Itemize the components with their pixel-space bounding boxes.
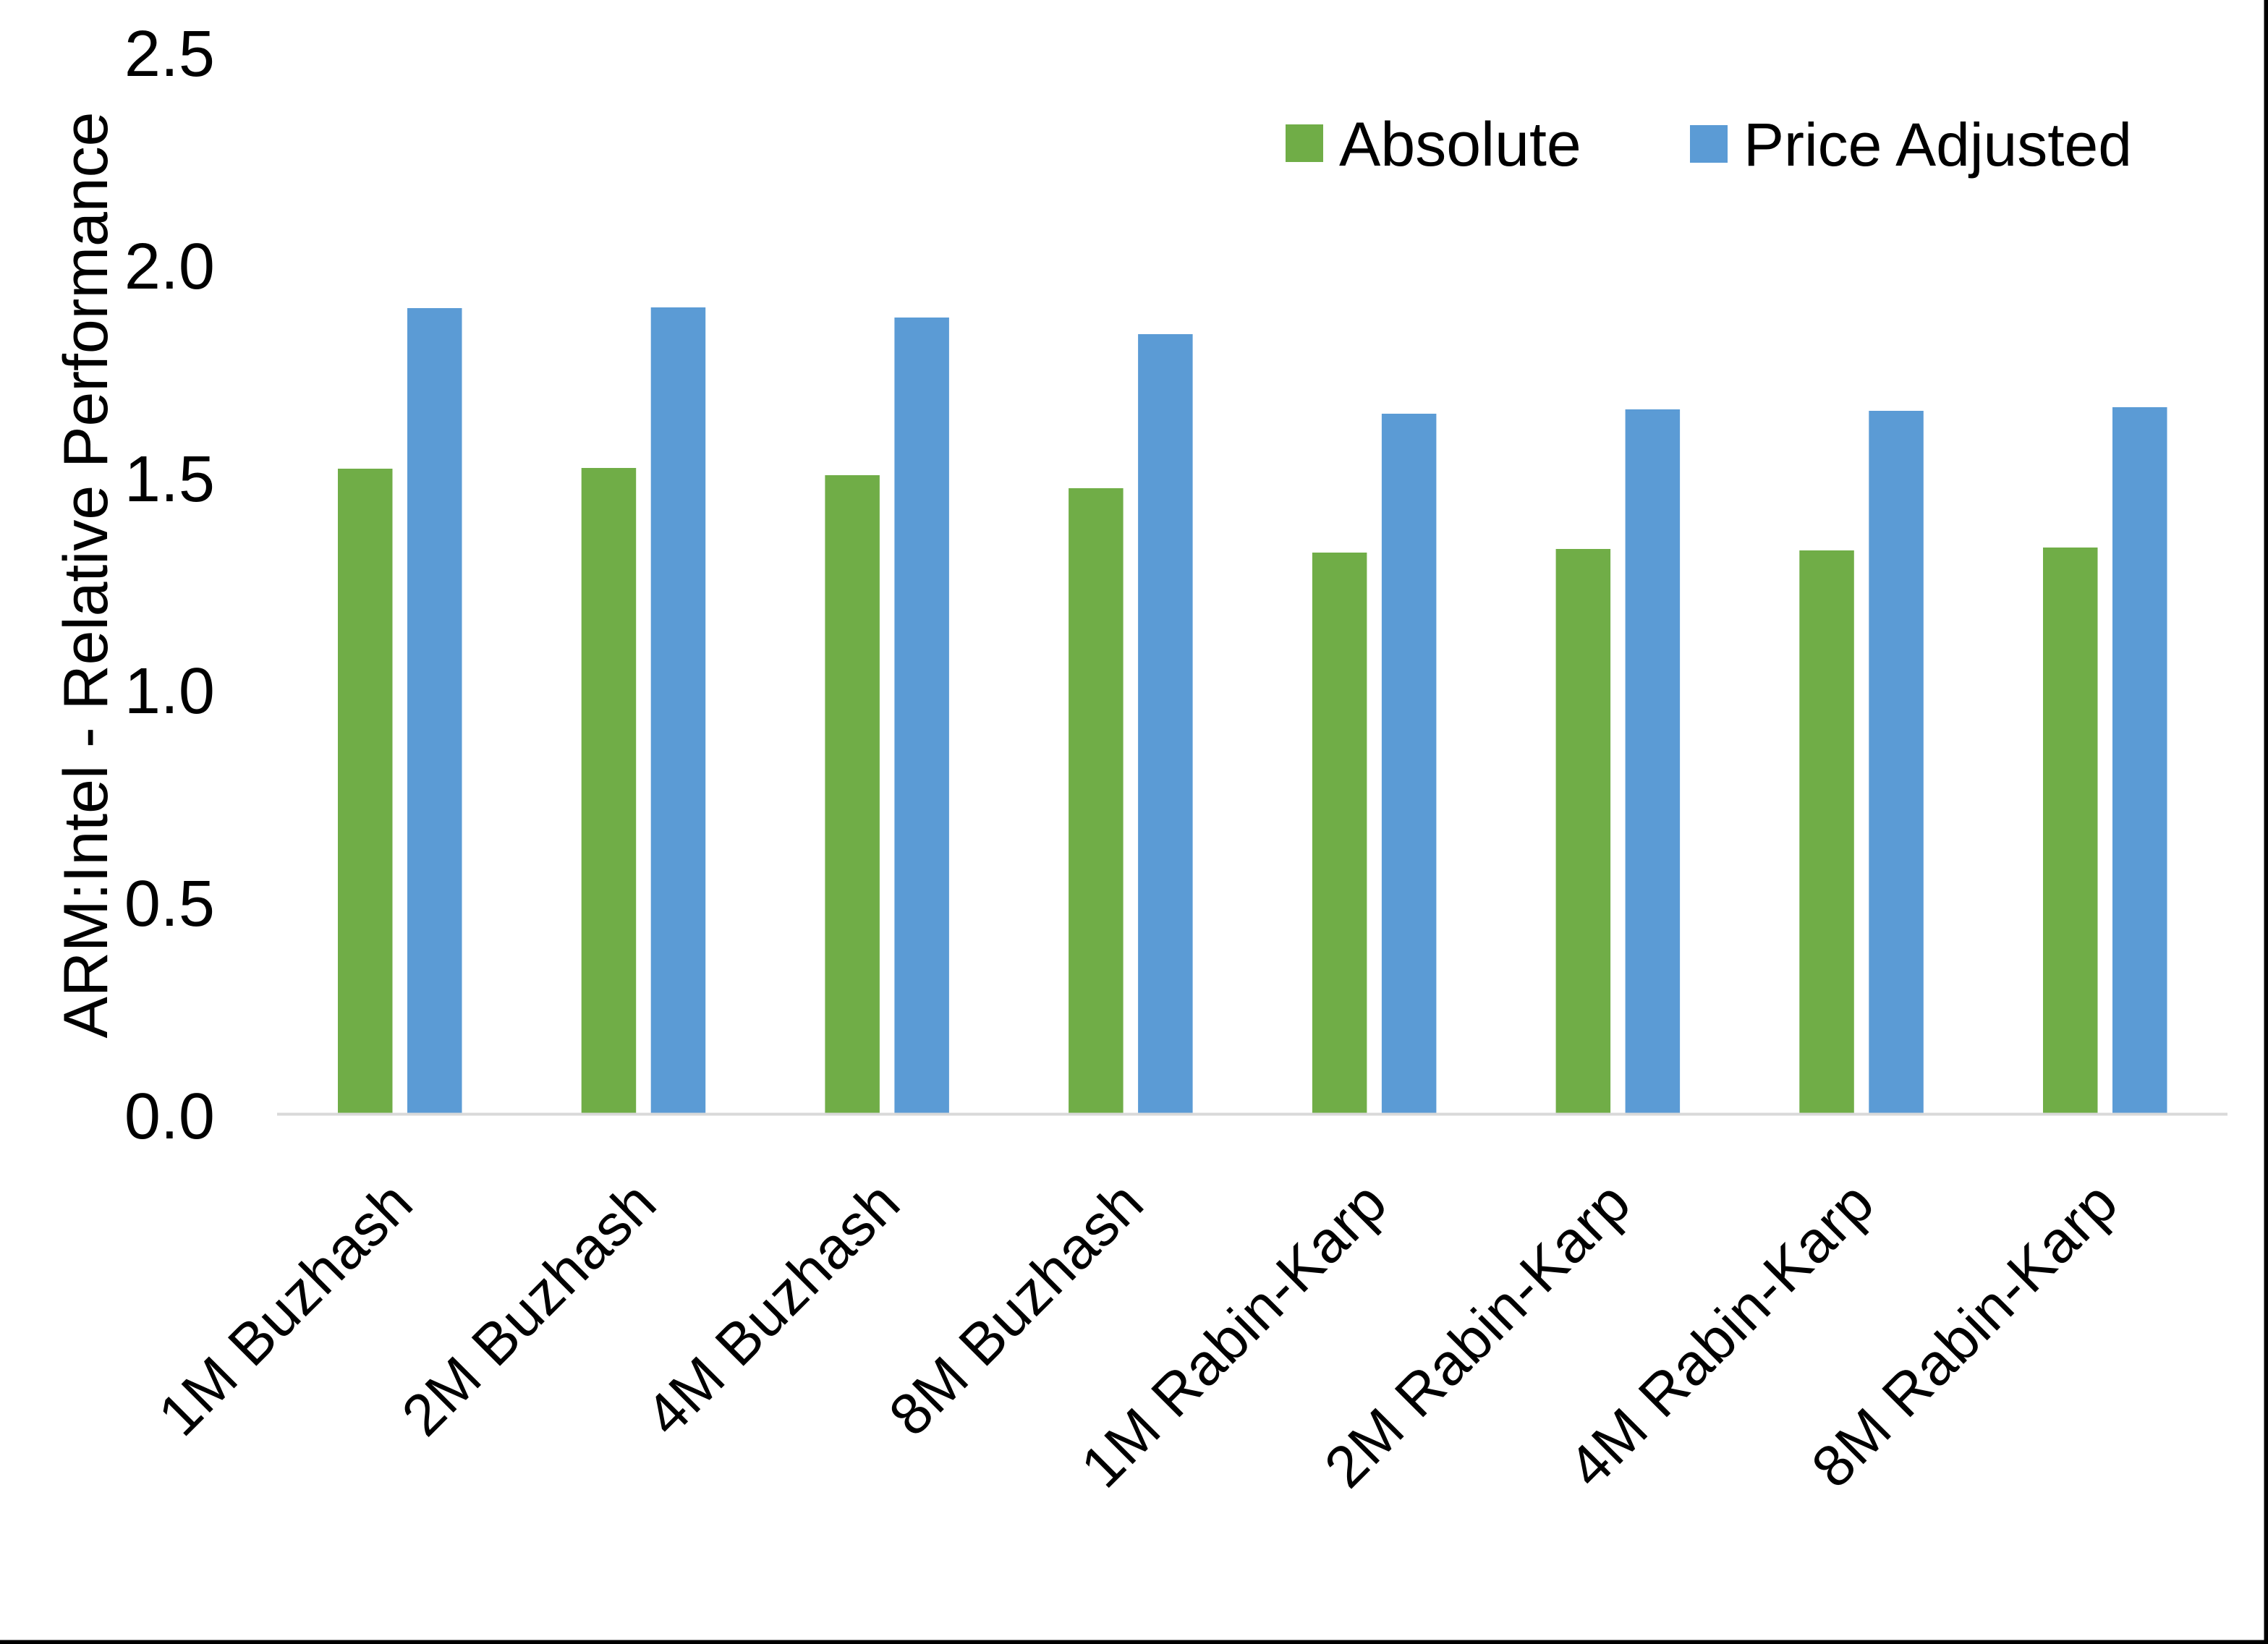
svg-text:2.5: 2.5 [124,18,215,90]
svg-text:0.0: 0.0 [124,1081,215,1153]
svg-text:Price Adjusted: Price Adjusted [1744,111,2132,179]
svg-text:ARM:Intel - Relative Performan: ARM:Intel - Relative Performance [51,112,121,1039]
svg-text:Absolute: Absolute [1339,110,1581,179]
svg-text:1.0: 1.0 [124,655,215,728]
svg-text:0.5: 0.5 [124,868,215,940]
svg-text:2.0: 2.0 [124,231,215,303]
svg-text:1.5: 1.5 [124,443,215,516]
